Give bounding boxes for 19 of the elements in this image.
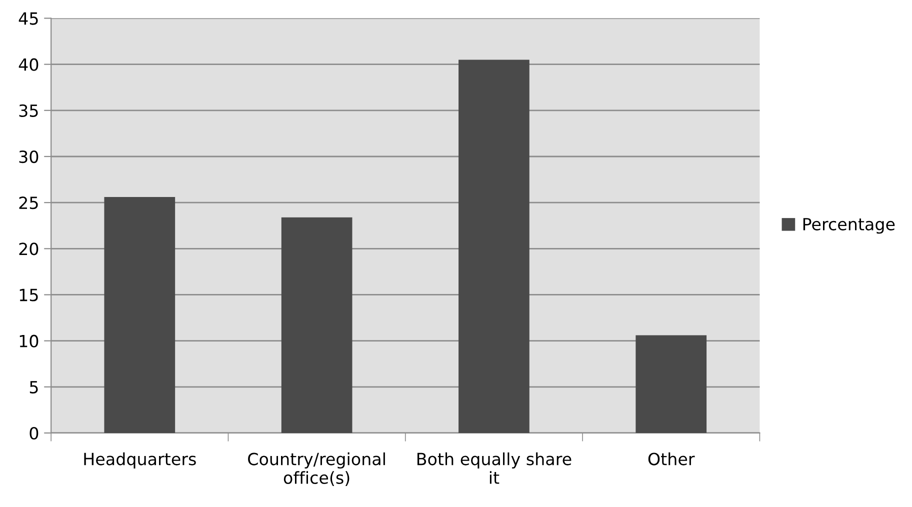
y-tick-label: 0 xyxy=(30,426,38,440)
y-tick-label: 30 xyxy=(19,150,38,164)
bar xyxy=(636,335,707,433)
x-tick-label: Other xyxy=(648,452,695,466)
x-tick-label: Country/regional office(s) xyxy=(248,452,385,486)
x-tick-label: Both equally share it xyxy=(417,452,572,484)
bar xyxy=(458,60,530,433)
bar xyxy=(281,217,352,433)
y-tick-label: 15 xyxy=(20,288,38,302)
y-tick-label: 40 xyxy=(18,58,38,71)
bar xyxy=(104,197,176,433)
y-tick-label: 5 xyxy=(30,381,38,394)
x-tick-label: Headquarters xyxy=(84,452,196,469)
y-tick-label: 10 xyxy=(20,334,38,348)
legend-label: Percentage xyxy=(803,218,895,234)
y-tick-label: 45 xyxy=(18,12,38,25)
y-tick-label: 20 xyxy=(19,242,38,256)
y-tick-label: 25 xyxy=(19,196,38,210)
y-tick-label: 35 xyxy=(19,104,38,117)
